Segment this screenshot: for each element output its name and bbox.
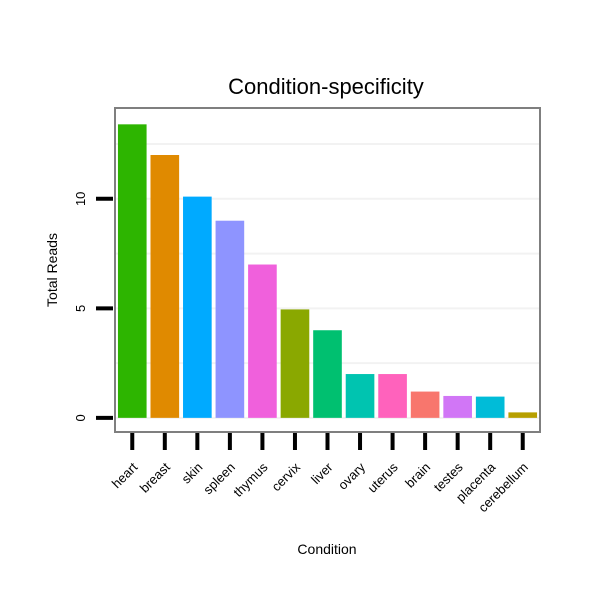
x-tick-label: cervix [268, 459, 303, 494]
x-tick-label: uterus [365, 459, 402, 496]
bars [117, 124, 538, 418]
x-axis-title: Condition [297, 541, 356, 557]
chart-title: Condition-specificity [228, 74, 424, 99]
y-tick-label: 10 [73, 192, 88, 206]
bar-skin [183, 196, 212, 418]
bar-cerebellum [508, 412, 538, 418]
bar-spleen [215, 220, 245, 418]
bar-placenta [475, 396, 505, 418]
bar-thymus [248, 264, 277, 418]
bar-brain [410, 391, 440, 418]
x-tick-label: breast [137, 459, 173, 495]
x-tick-label: ovary [335, 459, 368, 492]
x-tick-label: brain [402, 460, 433, 491]
bar-cervix [280, 309, 310, 418]
x-tick-label: heart [109, 459, 141, 491]
bar-ovary [345, 374, 375, 418]
bar-testes [443, 395, 472, 418]
plot-panel-border [114, 107, 541, 433]
x-tick-label: thymus [230, 459, 271, 500]
bar-liver [313, 330, 342, 418]
y-axis-title: Total Reads [44, 233, 60, 307]
x-tick-label: liver [308, 459, 336, 487]
x-tick-label: skin [179, 460, 206, 487]
y-axis: 0 5 10 [73, 192, 113, 421]
bar-uterus [378, 374, 407, 418]
bar-breast [150, 155, 180, 418]
y-tick-label: 5 [73, 305, 88, 312]
bar-heart [117, 124, 147, 418]
y-tick-label: 0 [73, 414, 88, 421]
